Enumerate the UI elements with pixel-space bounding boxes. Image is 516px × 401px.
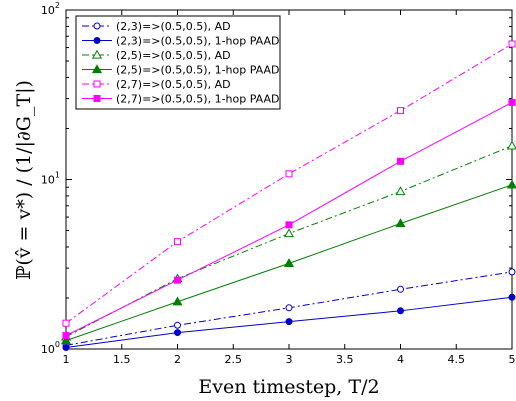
legend-label: (2,7)=>(0.5,0.5), AD: [116, 78, 231, 91]
series-4: [60, 179, 516, 345]
series-6: [62, 98, 516, 340]
legend-label: (2,3)=>(0.5,0.5), 1-hop PAAD: [116, 35, 279, 48]
axis-ticks: 1 1.5 2 2.5 3 3.5 4 4.5 5 100 101 102: [41, 1, 516, 366]
legend-box: [75, 15, 281, 110]
x-tick-label: 2: [174, 353, 181, 366]
legend-item: (2,5)=>(0.5,0.5), 1-hop PAAD: [82, 64, 279, 77]
data-point: [285, 170, 293, 178]
legend-item: (2,3)=>(0.5,0.5), AD: [82, 20, 231, 33]
data-point: [397, 307, 404, 315]
series-5: [62, 40, 516, 327]
data-point: [508, 98, 516, 106]
data-point: [508, 40, 516, 48]
x-tick-label: 2.5: [225, 353, 243, 366]
y-tick-label: 101: [41, 171, 60, 187]
data-point: [62, 332, 70, 340]
data-point: [62, 344, 70, 352]
x-tick-label: 1.5: [113, 353, 131, 366]
x-tick-label: 1: [63, 353, 70, 366]
legend-marker: [91, 64, 103, 74]
data-point: [283, 258, 295, 268]
legend-item: (2,7)=>(0.5,0.5), AD: [82, 78, 231, 91]
data-point: [174, 321, 181, 329]
data-point: [397, 157, 404, 165]
data-point: [60, 335, 72, 345]
data-point: [506, 179, 516, 189]
x-axis-title: Even timestep, T/2: [198, 376, 379, 398]
series-layer: [60, 40, 516, 352]
data-point: [174, 238, 181, 246]
data-point: [285, 221, 293, 229]
legend-label: (2,5)=>(0.5,0.5), 1-hop PAAD: [116, 64, 279, 77]
legend-label: (2,5)=>(0.5,0.5), AD: [116, 49, 231, 62]
legend-marker: [93, 37, 101, 44]
series-2: [62, 293, 516, 352]
data-point: [508, 293, 516, 301]
data-point: [62, 319, 70, 327]
legend: (2,3)=>(0.5,0.5), AD (2,3)=>(0.5,0.5), 1-…: [75, 15, 281, 110]
data-point: [397, 285, 404, 293]
data-point: [174, 329, 181, 337]
legend-item: (2,7)=>(0.5,0.5), 1-hop PAAD: [82, 93, 279, 106]
data-point: [506, 140, 516, 150]
data-point: [174, 276, 181, 284]
legend-marker: [91, 49, 103, 59]
x-tick-label: 4.5: [448, 353, 466, 366]
y-tick-label: 102: [41, 1, 60, 17]
data-point: [285, 304, 293, 312]
legend-label: (2,3)=>(0.5,0.5), AD: [116, 20, 231, 33]
legend-marker: [93, 22, 101, 30]
legend-item: (2,3)=>(0.5,0.5), 1-hop PAAD: [82, 35, 279, 48]
data-point: [397, 107, 404, 115]
legend-item: (2,5)=>(0.5,0.5), AD: [82, 49, 231, 62]
data-point: [172, 296, 183, 306]
legend-label: (2,7)=>(0.5,0.5), 1-hop PAAD: [116, 93, 279, 106]
data-point: [508, 268, 516, 276]
data-point: [395, 218, 406, 228]
data-point: [285, 318, 293, 326]
x-tick-label: 4: [397, 353, 404, 366]
y-axis-title: ℙ(v̂ = v*) / (1/|∂G_T|): [13, 80, 35, 280]
data-point: [283, 228, 295, 238]
legend-marker: [93, 95, 101, 102]
x-tick-label: 5: [509, 353, 516, 366]
x-tick-label: 3: [286, 353, 293, 366]
data-point: [395, 186, 406, 196]
y-tick-label: 100: [41, 340, 60, 356]
series-line: [65, 43, 513, 324]
legend-marker: [93, 80, 101, 88]
x-tick-label: 3.5: [336, 353, 354, 366]
